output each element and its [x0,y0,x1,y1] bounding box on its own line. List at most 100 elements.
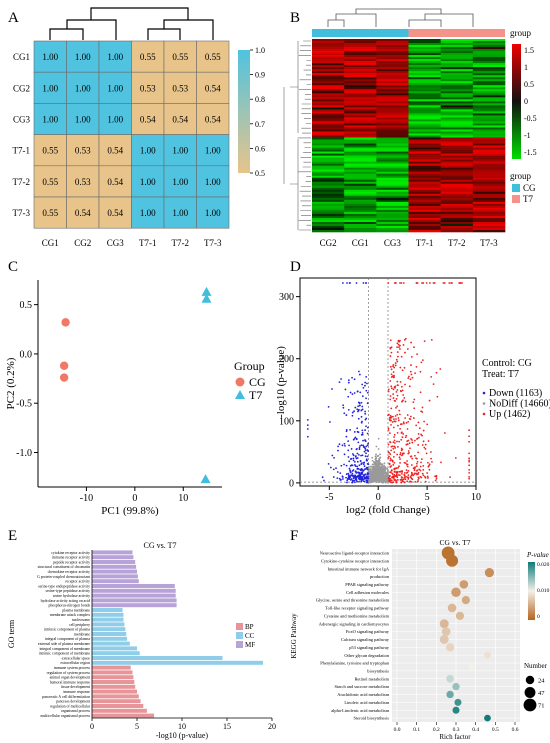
number-legend-title: Number [524,662,548,670]
heatmap-cell [440,195,474,199]
heatmap-cell [344,57,377,60]
heatmap-cell [472,109,506,112]
point-down [366,481,369,484]
point-down [337,449,339,452]
heatmap-cell [440,179,474,183]
heatmap-cell [344,185,377,189]
point-down [364,429,366,431]
heatmap-cell [344,195,377,199]
point-up [412,417,415,419]
go-term-label: pancreas development [56,700,91,704]
point-nodiff [378,478,380,481]
point-up [400,282,403,284]
heatmap-cell [312,39,345,42]
heatmap-cell [376,73,409,76]
heatmap-cell [376,61,409,64]
heatmap-cell [376,57,409,60]
legend-marker [482,391,486,395]
heatmap-cell [408,139,441,142]
point-nodiff [380,478,383,481]
heatmap-cell [440,131,474,134]
point-up [396,351,399,353]
point-down [345,435,348,438]
panel-a-correlation-heatmap: 1.00 1.00 1.00 0.55 0.55 0.55 1.00 1.00 1.00 0.53… [13,7,265,248]
heatmap-cell [376,163,409,166]
point-down [353,410,355,413]
heatmap-cell [440,187,474,191]
heatmap-cell [376,81,409,84]
heatmap-cell [376,175,409,179]
heatmap-cell [344,229,377,233]
go-bar [92,641,130,646]
dendrogram-branches [283,40,311,231]
point-up [389,453,392,455]
heatmap-cell [408,45,441,48]
point-up [416,460,419,463]
heatmap-cell [408,103,441,106]
point-up [439,368,442,370]
heatmap-cell [440,79,474,82]
point-up [394,447,397,449]
point-up [388,463,391,466]
heatmap-cell [408,83,441,86]
point-down [353,460,356,463]
point-nodiff [371,469,374,472]
point-up [391,472,394,475]
point-up [414,466,417,468]
point-up [395,481,398,484]
heatmap-cell [472,131,506,134]
point-down [363,465,366,468]
group-bar-label: group [510,28,531,38]
point-down [306,418,309,421]
cell-value: 1.00 [205,146,221,156]
heatmap-cell [376,215,409,219]
point-up [398,409,401,412]
heatmap-cell [472,191,506,195]
heatmap-cell [312,73,345,76]
point-t7 [200,474,211,484]
heatmap-cell [440,39,474,42]
heatmap-cell [440,109,474,112]
point-down [347,478,350,481]
point-up [392,397,395,399]
cell-value: 1.00 [205,177,221,187]
heatmap-cell [376,93,409,96]
point-nodiff [368,480,371,483]
point-nodiff [386,467,389,470]
go-bar [92,689,137,694]
heatmap-cell [440,53,474,56]
heatmap-cell [312,83,345,86]
heatmap-cell [408,125,441,128]
point-up [390,469,393,472]
legend-marker [482,402,486,405]
kegg-bubble [459,580,469,589]
legend-label: T7 [249,388,262,402]
heatmap-cell [344,125,377,128]
heatmap-cell [344,43,377,46]
point-up [405,469,408,472]
cell-value: 0.55 [140,52,156,62]
cell-value: 0.55 [42,146,58,156]
cell-value: 0.54 [107,208,123,218]
heatmap-cell [440,167,474,170]
y-axis-label: GO term [7,619,16,648]
heatmap-cell [440,51,474,54]
heatmap-cell [312,51,345,54]
point-nodiff [382,470,385,473]
legend-marker-t7 [235,390,245,399]
point-up [418,436,420,439]
point-down [351,474,354,477]
point-down [360,454,362,457]
go-bar [92,608,123,612]
point-nodiff [374,463,377,466]
heatmap-cell [344,127,377,130]
heatmap-cell [376,47,409,50]
point-up [402,344,405,346]
go-term-label: external side of plasma membrane [38,642,90,646]
point-up [395,418,397,420]
heatmap-cell [344,159,377,162]
heatmap-cell [312,49,345,52]
heatmap-cell [408,111,441,114]
point-up [399,427,402,430]
